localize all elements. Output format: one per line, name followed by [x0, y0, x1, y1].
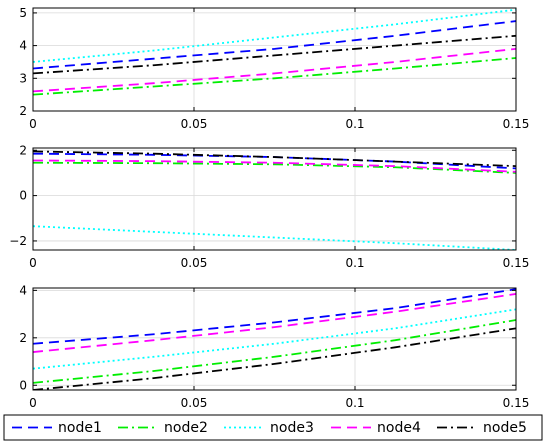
plot-background — [33, 288, 516, 390]
legend-entry-node3: node3 — [224, 420, 314, 436]
legend: node1 node2 node3 node4 node5 — [3, 414, 543, 441]
series-line-node4 — [33, 293, 516, 353]
series-line-node2 — [33, 57, 516, 96]
x-tick-label: 0.05 — [181, 256, 208, 270]
series-line-node5 — [33, 150, 516, 168]
y-tick-label: −2 — [9, 234, 27, 248]
y-tick-label: 3 — [19, 71, 27, 85]
x-tick-label: 0.1 — [345, 396, 364, 410]
axes-box — [32, 7, 517, 112]
series-group — [33, 288, 516, 390]
y-tick-label: 2 — [19, 331, 27, 345]
legend-entries: node1 node2 node3 node4 node5 — [12, 420, 527, 436]
x-tick-label: 0 — [29, 117, 37, 131]
y-tick-label: 4 — [19, 39, 27, 53]
y-tick-label: 4 — [19, 283, 27, 297]
legend-label: node5 — [483, 420, 527, 436]
y-tick-label: 5 — [19, 6, 27, 20]
x-tick-label: 0 — [29, 256, 37, 270]
x-tick-label: 0 — [29, 396, 37, 410]
series-group — [33, 8, 516, 96]
legend-label: node1 — [58, 420, 102, 436]
series-line-node3 — [33, 308, 516, 370]
series-line-node2 — [33, 161, 516, 174]
plot-2: 0 0.05 0.1 0.15−202 — [9, 143, 529, 270]
series-line-node1 — [33, 20, 516, 70]
series-line-node3 — [33, 8, 516, 63]
series-line-node5 — [33, 327, 516, 390]
series-group — [33, 150, 516, 250]
series-line-node4 — [33, 159, 516, 173]
legend-label: node2 — [164, 420, 208, 436]
x-tick-label: 0.05 — [181, 396, 208, 410]
x-tick-label: 0.15 — [503, 117, 530, 131]
series-line-node1 — [33, 288, 516, 345]
series-line-node5 — [33, 34, 516, 75]
series-line-node4 — [33, 47, 516, 93]
legend-entry-node1: node1 — [12, 420, 102, 436]
axes-box — [32, 287, 517, 391]
x-tick-label: 0.05 — [181, 117, 208, 131]
legend-entry-node4: node4 — [331, 420, 421, 436]
y-tick-label: 0 — [19, 189, 27, 203]
series-line-node3 — [33, 225, 516, 250]
y-tick-label: 0 — [19, 378, 27, 392]
x-tick-label: 0.1 — [345, 256, 364, 270]
x-tick-label: 0.1 — [345, 117, 364, 131]
plot-3: 0 0.05 0.1 0.15 0 2 4 — [19, 283, 529, 410]
legend-label: node3 — [270, 420, 314, 436]
legend-entry-node5: node5 — [437, 420, 527, 436]
plot-background — [33, 8, 516, 111]
legend-label: node4 — [377, 420, 421, 436]
plot-1: 0 0.05 0.1 0.15 2 3 4 5 — [19, 6, 529, 131]
legend-entry-node2: node2 — [118, 420, 208, 436]
axes-box — [32, 147, 517, 251]
x-tick-label: 0.15 — [503, 396, 530, 410]
x-tick-label: 0.15 — [503, 256, 530, 270]
y-tick-label: 2 — [19, 143, 27, 157]
y-tick-label: 2 — [19, 104, 27, 118]
series-line-node2 — [33, 319, 516, 384]
